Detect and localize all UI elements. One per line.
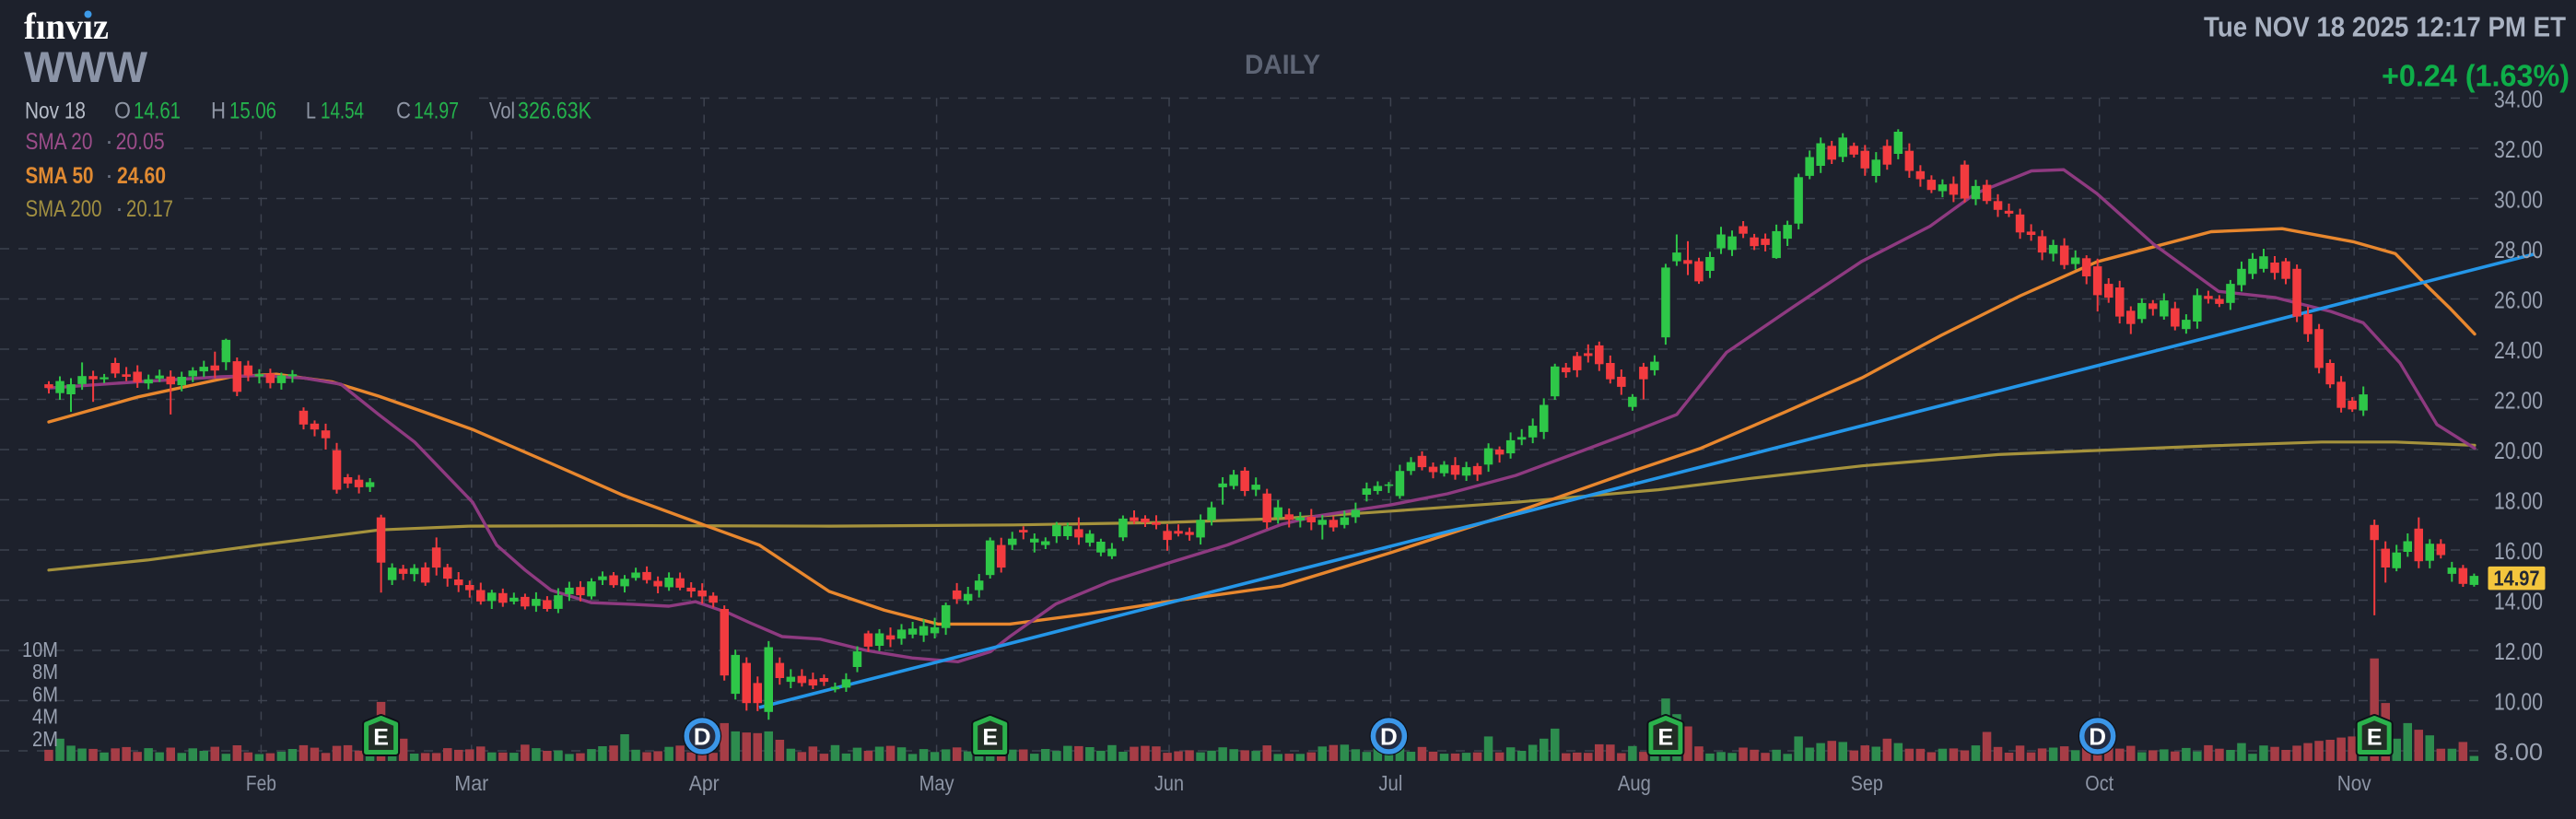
svg-text:·: · bbox=[105, 127, 113, 155]
svg-text:24.60: 24.60 bbox=[117, 163, 166, 189]
svg-text:Mar: Mar bbox=[454, 771, 488, 795]
svg-text:E: E bbox=[1658, 725, 1674, 751]
svg-text:Sep: Sep bbox=[1851, 771, 1883, 795]
svg-text:10M: 10M bbox=[22, 638, 58, 661]
svg-text:WWW: WWW bbox=[24, 42, 148, 91]
svg-text:+0.24 (1.63%): +0.24 (1.63%) bbox=[2382, 59, 2570, 93]
svg-text:326.63K: 326.63K bbox=[518, 99, 591, 124]
svg-text:20.00: 20.00 bbox=[2494, 437, 2543, 464]
svg-text:DAILY: DAILY bbox=[1245, 50, 1320, 80]
svg-text:·: · bbox=[115, 194, 123, 222]
svg-text:Nov: Nov bbox=[2337, 771, 2371, 795]
svg-text:18.00: 18.00 bbox=[2494, 487, 2543, 515]
svg-text:SMA 200: SMA 200 bbox=[26, 196, 102, 222]
svg-text:Jun: Jun bbox=[1154, 771, 1184, 795]
svg-text:24.00: 24.00 bbox=[2494, 336, 2543, 364]
svg-text:·: · bbox=[105, 161, 113, 189]
svg-text:20.05: 20.05 bbox=[116, 129, 165, 155]
svg-text:Aug: Aug bbox=[1618, 771, 1651, 795]
svg-text:2M: 2M bbox=[32, 727, 58, 751]
svg-text:10.00: 10.00 bbox=[2494, 688, 2543, 716]
svg-text:SMA 20: SMA 20 bbox=[26, 129, 93, 155]
svg-text:20.17: 20.17 bbox=[126, 196, 173, 222]
svg-text:Vol: Vol bbox=[489, 99, 515, 124]
svg-text:8.00: 8.00 bbox=[2494, 738, 2543, 766]
svg-text:26.00: 26.00 bbox=[2494, 287, 2543, 314]
svg-text:Tue NOV 18 2025 12:17 PM ET: Tue NOV 18 2025 12:17 PM ET bbox=[2204, 11, 2566, 43]
svg-text:6M: 6M bbox=[32, 682, 58, 706]
svg-text:May: May bbox=[919, 771, 954, 795]
svg-text:28.00: 28.00 bbox=[2494, 236, 2543, 263]
svg-text:22.00: 22.00 bbox=[2494, 387, 2543, 415]
svg-text:4M: 4M bbox=[32, 705, 58, 729]
svg-text:SMA 50: SMA 50 bbox=[26, 163, 94, 189]
svg-text:E: E bbox=[373, 725, 389, 751]
svg-text:15.06: 15.06 bbox=[229, 99, 276, 124]
svg-text:30.00: 30.00 bbox=[2494, 186, 2543, 214]
svg-text:H: H bbox=[211, 99, 226, 124]
svg-text:L: L bbox=[306, 99, 316, 124]
svg-text:C: C bbox=[396, 99, 411, 124]
svg-text:14.61: 14.61 bbox=[134, 99, 181, 124]
svg-text:Jul: Jul bbox=[1378, 771, 1402, 795]
svg-text:12.00: 12.00 bbox=[2494, 638, 2543, 665]
svg-text:Nov 18: Nov 18 bbox=[25, 99, 86, 124]
svg-text:8M: 8M bbox=[32, 660, 58, 684]
svg-text:D: D bbox=[2089, 723, 2106, 751]
svg-text:14.54: 14.54 bbox=[321, 99, 364, 124]
svg-text:fınvız: fınvız bbox=[24, 6, 109, 47]
svg-text:14.00: 14.00 bbox=[2494, 588, 2543, 615]
svg-text:E: E bbox=[982, 725, 998, 751]
svg-text:Feb: Feb bbox=[246, 771, 276, 795]
svg-text:D: D bbox=[1380, 723, 1398, 751]
svg-text:14.97: 14.97 bbox=[414, 99, 459, 124]
svg-text:D: D bbox=[694, 723, 711, 751]
svg-text:32.00: 32.00 bbox=[2494, 135, 2543, 163]
svg-text:Oct: Oct bbox=[2085, 771, 2113, 795]
svg-text:E: E bbox=[2367, 725, 2383, 751]
svg-text:14.97: 14.97 bbox=[2494, 567, 2540, 591]
svg-text:Apr: Apr bbox=[689, 771, 720, 795]
svg-text:34.00: 34.00 bbox=[2494, 86, 2543, 113]
svg-text:16.00: 16.00 bbox=[2494, 537, 2543, 565]
svg-text:O: O bbox=[114, 99, 131, 124]
